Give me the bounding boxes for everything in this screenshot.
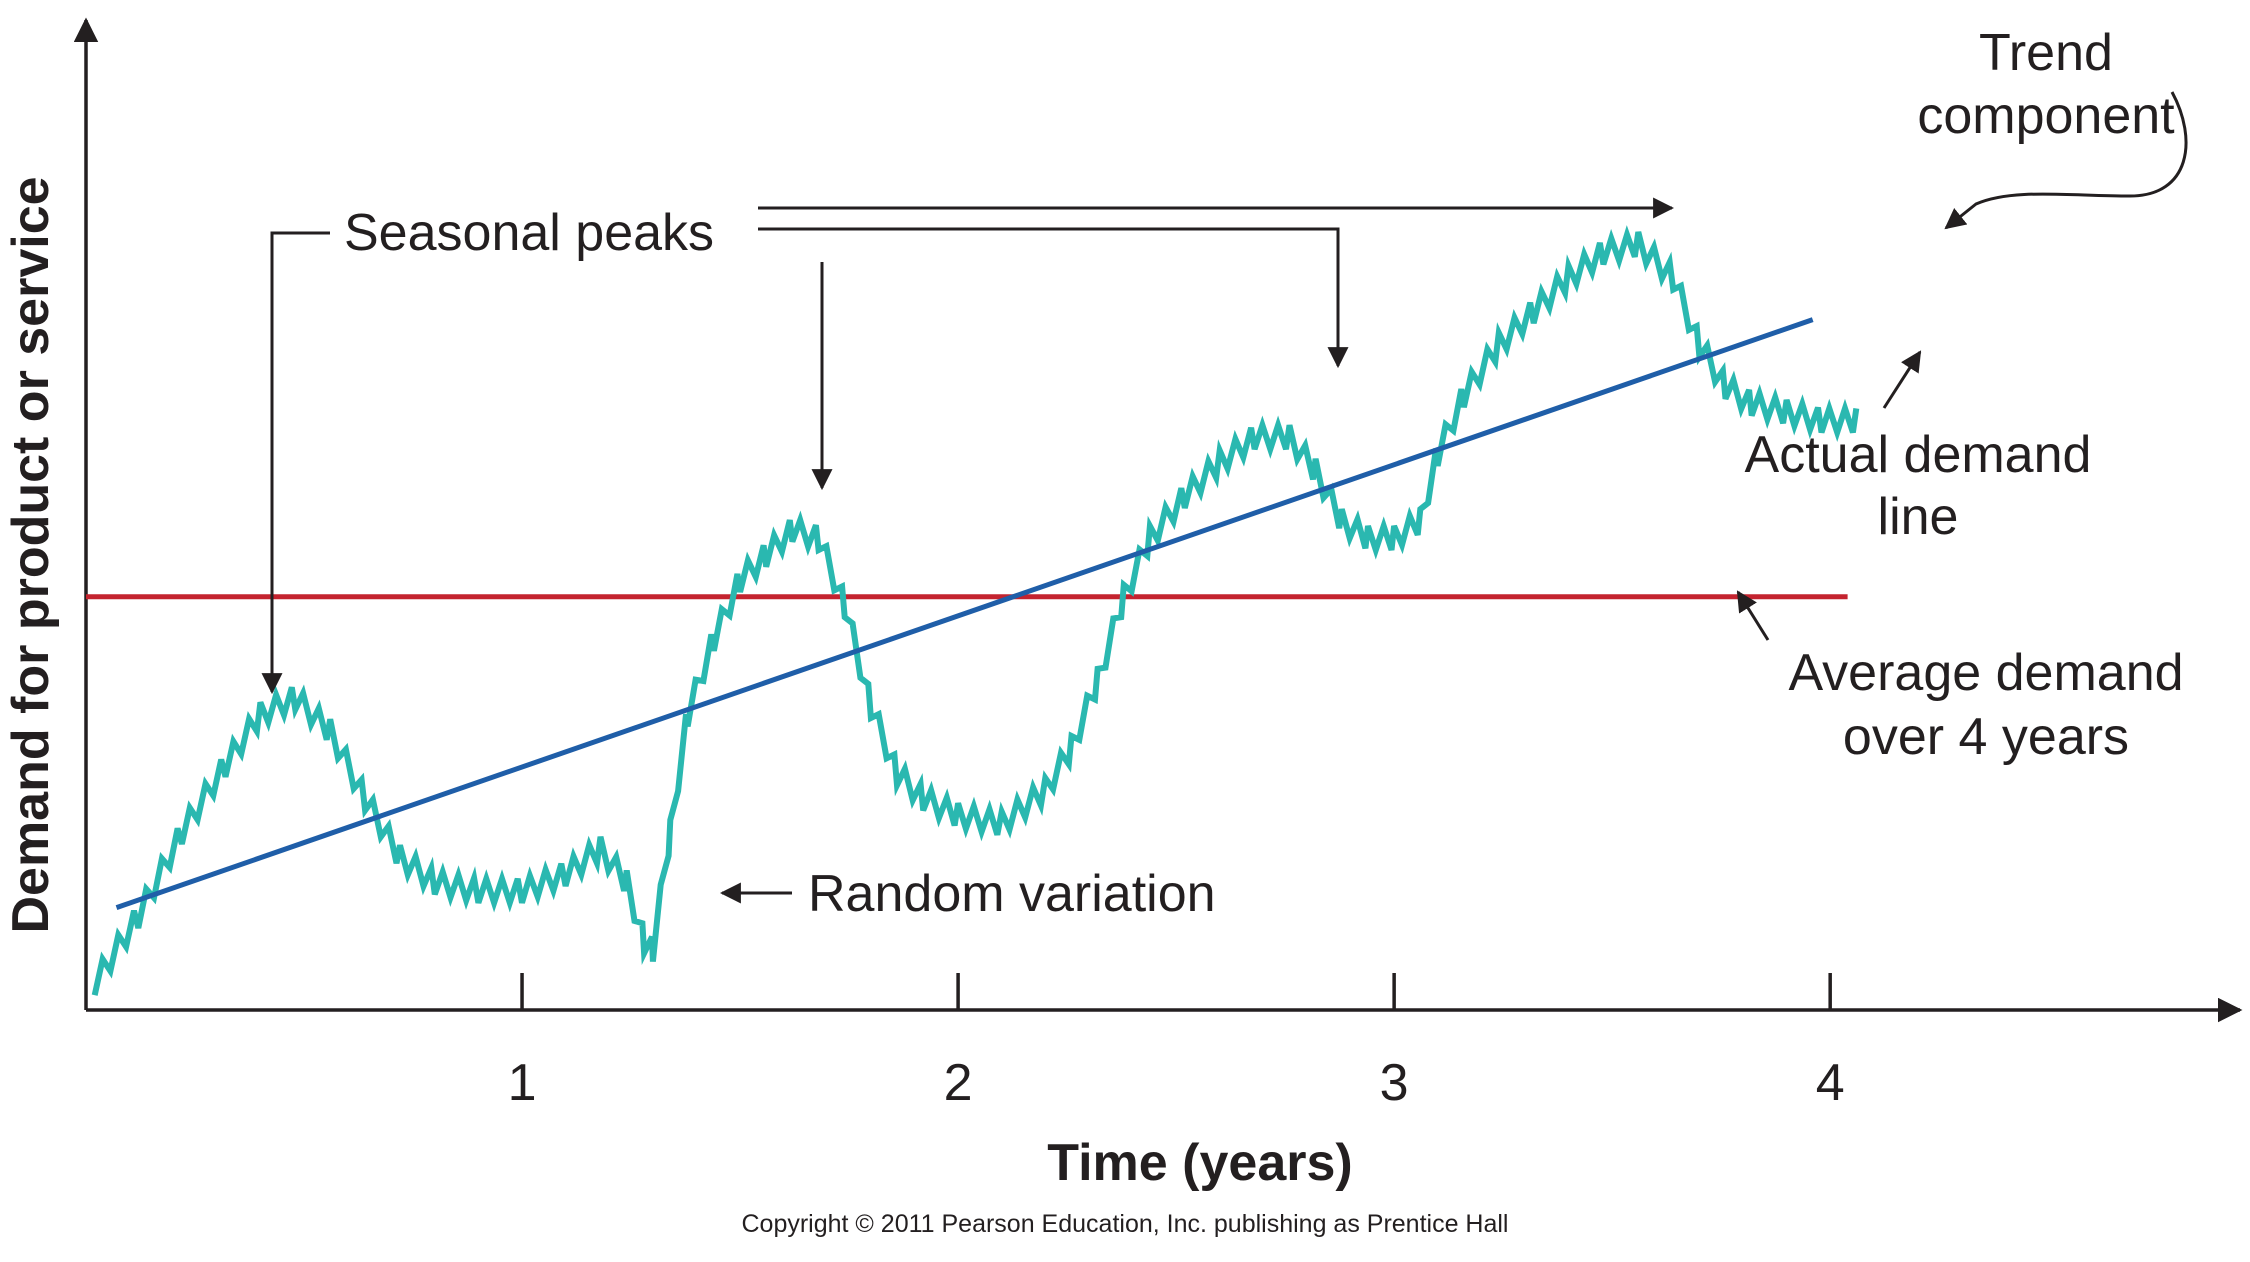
average-demand-label-line-1: Average demand xyxy=(1788,644,2183,702)
trend-component-link xyxy=(1596,120,1762,203)
series-actual-demand-line xyxy=(91,225,1860,996)
copyright-text: Copyright © 2011 Pearson Education, Inc.… xyxy=(741,1210,1508,1238)
trend-component-arrow-curve xyxy=(1577,118,1946,228)
annotation-arrows xyxy=(261,91,2188,904)
x-ticks: 1 2 3 4 xyxy=(508,973,1845,1112)
y-axis-title: Demand for product or service xyxy=(2,176,60,933)
actual-demand-arrow xyxy=(1882,350,1922,409)
trend-arrow-line xyxy=(1596,120,1946,230)
trend-component-pointer xyxy=(1578,122,1765,208)
x-tick-label-4: 4 xyxy=(1816,1054,1845,1112)
trend-component-curve xyxy=(1944,91,2188,230)
random-variation-label: Random variation xyxy=(808,865,1216,923)
seasonal-peak-arrow-3 xyxy=(758,227,1349,369)
average-demand-label-line-2: over 4 years xyxy=(1843,708,2129,766)
trend-component-leader xyxy=(1599,118,1948,230)
average-demand-arrow xyxy=(1736,590,1770,641)
trend-component-label-line-1: Trend xyxy=(1979,24,2113,82)
seasonal-peak-arrow-1 xyxy=(261,231,330,695)
x-tick-label-3: 3 xyxy=(1380,1054,1409,1112)
trend-component-arrow xyxy=(1580,115,1953,232)
series-trend-component xyxy=(115,317,1814,910)
series-layer xyxy=(86,225,1860,996)
x-tick-label-1: 1 xyxy=(508,1054,537,1112)
x-tick-label-2: 2 xyxy=(944,1054,973,1112)
trend-pointer xyxy=(1584,120,1953,230)
actual-demand-label-line-2: line xyxy=(1878,488,1959,546)
trend-arrow xyxy=(1580,118,1759,210)
trend-component-label-line-2: component xyxy=(1917,87,2175,145)
actual-demand-label-line-1: Actual demand xyxy=(1745,426,2092,484)
seasonal-peaks-label: Seasonal peaks xyxy=(344,204,714,262)
x-axis-title: Time (years) xyxy=(1047,1134,1352,1192)
